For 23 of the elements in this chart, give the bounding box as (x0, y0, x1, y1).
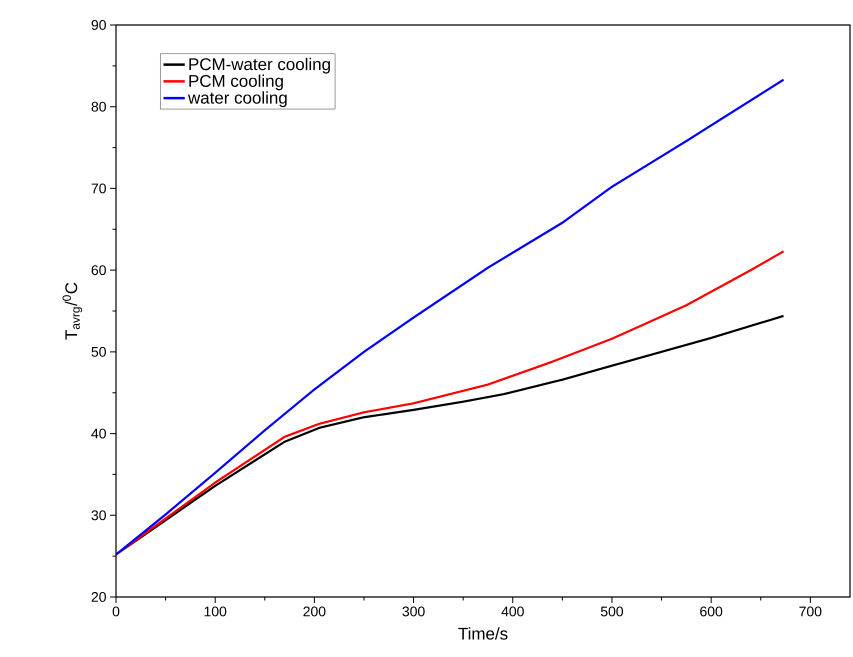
x-axis-title: Time/s (458, 627, 508, 640)
y-tick-label: 20 (92, 592, 106, 602)
legend-label: water cooling (188, 91, 287, 108)
y-tick-label: 30 (92, 510, 106, 520)
y-tick-label: 70 (92, 183, 106, 194)
y-tick-label: 90 (92, 20, 106, 30)
y-axis-title: T$_{avrg}$/$^{0}$C (62, 282, 82, 340)
x-tick-label: 0 (112, 606, 120, 616)
legend-label: PCM cooling (189, 74, 283, 90)
y-tick-label: 50 (92, 346, 106, 357)
x-tick-label: 200 (303, 606, 326, 616)
x-tick-label: 500 (600, 606, 624, 616)
y-tick-label: 40 (91, 428, 106, 439)
x-tick-label: 300 (402, 606, 425, 616)
line-series (116, 250, 785, 556)
y-tick-label: 60 (92, 265, 106, 276)
legend-label: PCM-water cooling (189, 58, 330, 74)
x-tick-label: 400 (501, 606, 524, 616)
x-tick-label: 700 (799, 606, 822, 616)
y-tick-label: 80 (92, 102, 106, 112)
line-series (116, 314, 785, 556)
x-tick-label: 600 (700, 606, 722, 616)
x-tick-label: 100 (204, 606, 226, 616)
